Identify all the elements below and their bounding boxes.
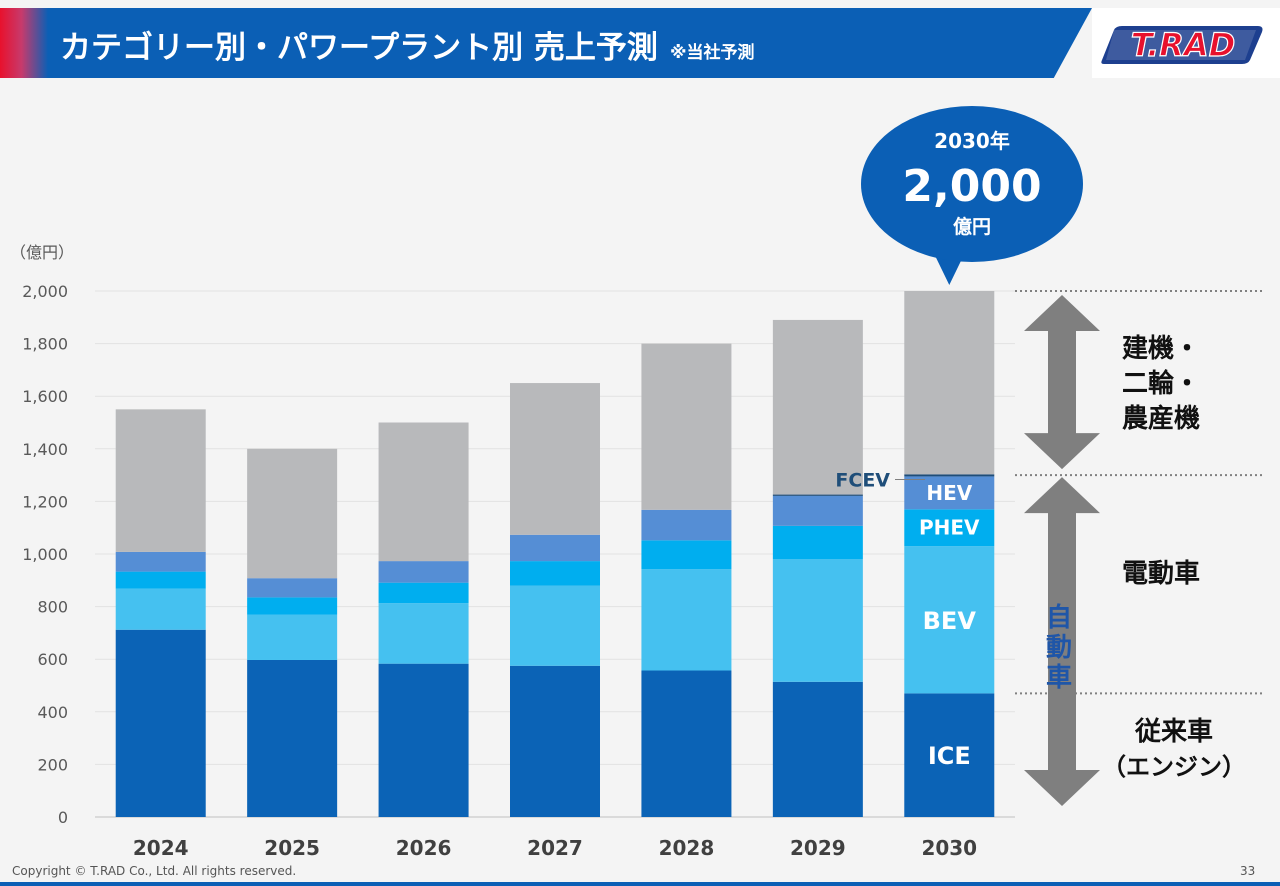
trad-logo-icon: T.RAD <box>1101 25 1263 65</box>
right-label-conventional: 従来車 <box>1134 717 1213 747</box>
bar-segment <box>772 681 863 817</box>
header-bar: カテゴリー別・パワープラント別 売上予測 ※当社予測 <box>0 8 1092 78</box>
right-label-engine: （エンジン） <box>1102 753 1246 781</box>
page-number: 33 <box>1240 864 1256 878</box>
bar-segment <box>772 494 863 496</box>
y-unit-label: （億円） <box>10 243 74 262</box>
bar-segment <box>904 693 995 817</box>
bar-segment <box>904 546 995 694</box>
bar-segment <box>247 597 338 615</box>
bar-segment <box>115 629 206 817</box>
vertical-label-char: 車 <box>1046 663 1072 693</box>
bar-segment <box>510 561 600 586</box>
callout-value: 2,000 <box>902 161 1041 212</box>
right-label-construction: 農産機 <box>1122 403 1200 434</box>
x-tick-label: 2026 <box>396 836 452 860</box>
y-tick-label: 0 <box>58 808 68 827</box>
bar-segment <box>904 476 995 510</box>
bar-segment <box>378 603 469 664</box>
bar-segment <box>641 509 732 541</box>
series-label-phev: PHEV <box>919 516 980 540</box>
y-tick-label: 600 <box>37 650 68 669</box>
bar-segment <box>115 571 206 589</box>
bar-segment <box>904 509 995 547</box>
bar-segment <box>247 614 338 660</box>
bar-segment <box>378 582 469 604</box>
y-tick-label: 2,000 <box>22 282 68 301</box>
bar-segment <box>378 663 469 817</box>
bar-segment <box>378 561 469 583</box>
y-tick-label: 1,600 <box>22 387 68 406</box>
y-tick-label: 1,000 <box>22 545 68 564</box>
x-tick-label: 2030 <box>921 836 977 860</box>
bar-segment <box>641 540 732 570</box>
logo-text: T.RAD <box>1131 26 1236 64</box>
bar-segment <box>641 670 732 817</box>
y-tick-label: 800 <box>37 598 68 617</box>
bar-segment <box>510 534 600 562</box>
double-arrow-non-auto <box>1024 295 1100 470</box>
bottom-divider <box>0 882 1280 886</box>
page-title: カテゴリー別・パワープラント別 売上予測 ※当社予測 <box>60 22 754 67</box>
copyright-text: Copyright © T.RAD Co., Ltd. All rights r… <box>12 864 297 878</box>
y-tick-label: 400 <box>37 703 68 722</box>
y-tick-label: 200 <box>37 755 68 774</box>
bar-segment <box>378 422 469 562</box>
bar-segment <box>247 659 338 817</box>
callout-unit: 億円 <box>953 215 991 238</box>
vertical-label-char: 動 <box>1046 633 1072 663</box>
bar-segment <box>641 569 732 671</box>
series-label-bev: BEV <box>923 607 977 635</box>
bar-segment <box>510 383 600 535</box>
x-tick-label: 2027 <box>527 836 583 860</box>
bar-segment <box>510 665 600 817</box>
y-tick-label: 1,400 <box>22 440 68 459</box>
callout-bubble <box>861 106 1083 262</box>
bar-segment <box>247 448 338 579</box>
bar-segment <box>641 343 732 510</box>
y-tick-label: 1,800 <box>22 335 68 354</box>
right-label-electrified: 電動車 <box>1122 559 1200 589</box>
x-tick-label: 2028 <box>659 836 715 860</box>
header-accent <box>0 8 48 78</box>
series-label-hev: HEV <box>926 481 972 505</box>
page-title-note: ※当社予測 <box>669 43 755 63</box>
right-label-construction: 二輪・ <box>1122 368 1200 399</box>
bar-segment <box>772 495 863 526</box>
double-arrow-automobile <box>1024 477 1100 806</box>
page-title-text: カテゴリー別・パワープラント別 売上予測 <box>60 30 658 66</box>
bar-segment <box>904 474 995 477</box>
company-logo: T.RAD <box>1092 8 1280 78</box>
bar-segment <box>510 585 600 666</box>
bar-segment <box>904 291 995 475</box>
bar-segment <box>772 558 863 682</box>
bar-segment <box>772 319 863 495</box>
callout-year: 2030年 <box>934 129 1010 153</box>
series-label-fcev: FCEV <box>835 470 890 492</box>
bar-segment <box>247 578 338 598</box>
bar-segment <box>115 588 206 630</box>
x-tick-label: 2025 <box>264 836 320 860</box>
right-label-construction: 建機・ <box>1122 334 1200 364</box>
y-tick-label: 1,200 <box>22 492 68 511</box>
series-label-ice: ICE <box>928 742 971 770</box>
bar-segment <box>772 525 863 559</box>
bar-segment <box>115 409 206 552</box>
x-tick-label: 2024 <box>133 836 189 860</box>
bar-segment <box>115 551 206 572</box>
x-tick-label: 2029 <box>790 836 846 860</box>
vertical-label-char: 自 <box>1046 602 1072 633</box>
